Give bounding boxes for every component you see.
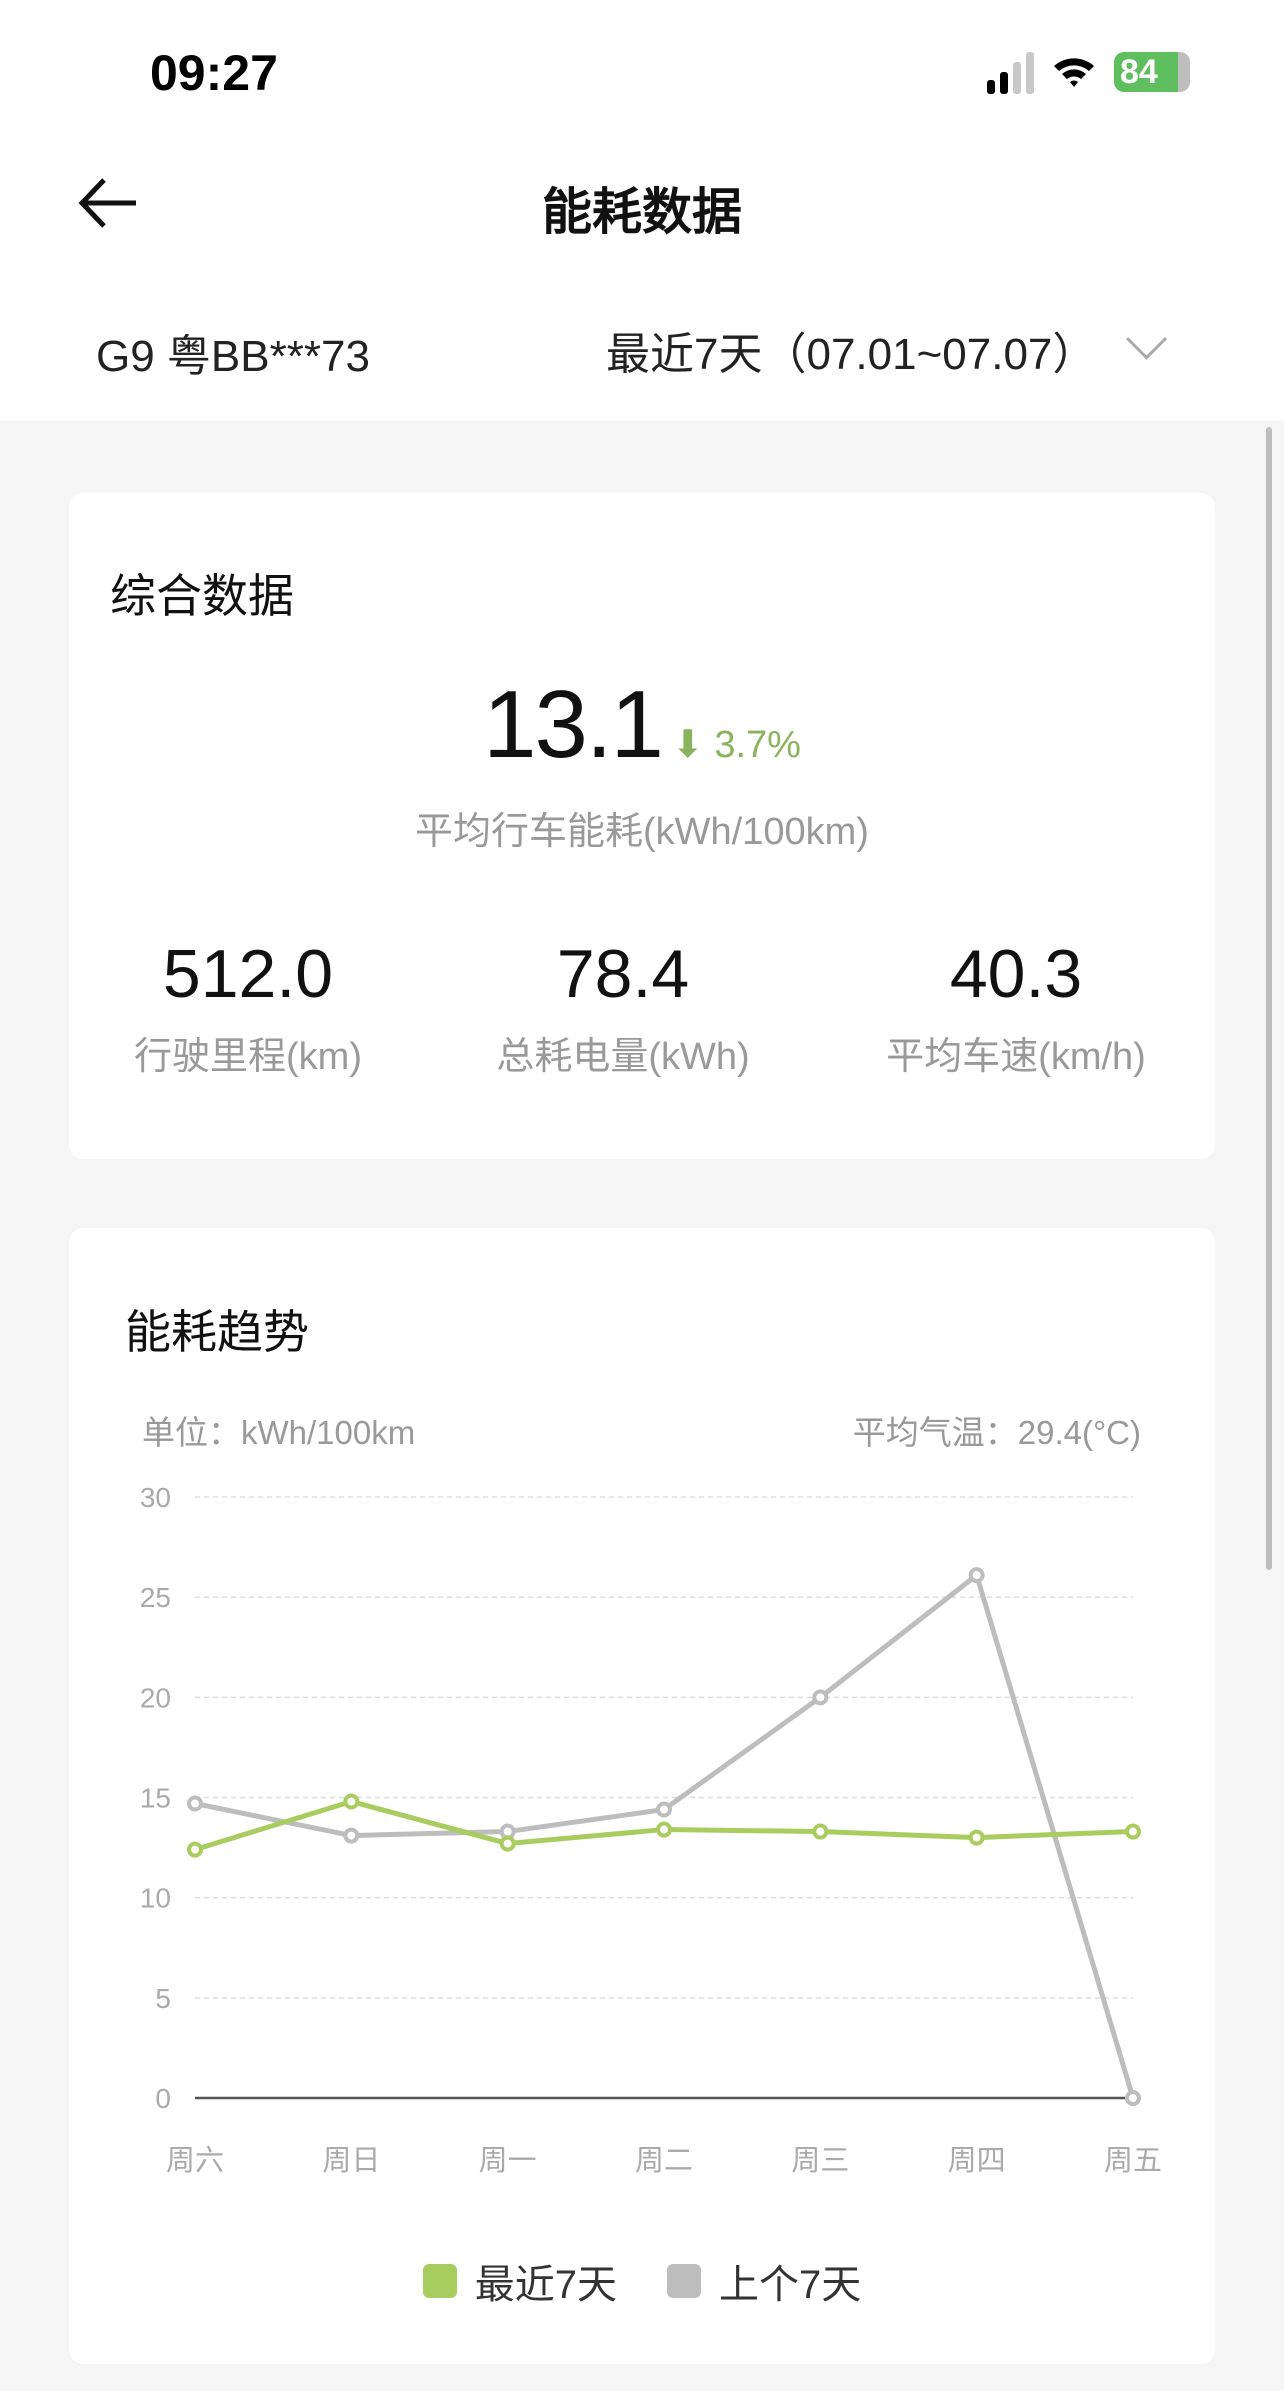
x-tick-label: 周日 [322, 2145, 380, 2177]
data-point [187, 1841, 203, 1858]
avg-consumption-value: 13.1 [483, 671, 664, 778]
y-tick-label: 25 [140, 1582, 171, 1613]
data-point [187, 1795, 203, 1812]
stat-value: 40.3 [949, 936, 1083, 1012]
arrow-left-icon[interactable] [78, 172, 140, 234]
stat-label: 行驶里程(km) [134, 1036, 362, 1078]
trend-title: 能耗趋势 [125, 1306, 309, 1358]
wifi-icon [1054, 58, 1094, 87]
x-tick-label: 周三 [791, 2145, 849, 2177]
y-tick-label: 10 [140, 1883, 171, 1914]
x-tick-label: 周四 [948, 2145, 1006, 2177]
data-point [343, 1827, 360, 1844]
data-point [656, 1801, 672, 1818]
data-point [812, 1823, 829, 1840]
y-tick-label: 20 [140, 1682, 171, 1713]
arrow-down-icon: ⬇ [671, 724, 704, 766]
stat-label: 总耗电量(kWh) [496, 1036, 750, 1078]
stat-value: 78.4 [556, 936, 690, 1012]
status-time: 09:27 [150, 45, 278, 101]
summary-card [69, 493, 1215, 1159]
y-tick-label: 15 [140, 1783, 171, 1814]
page-title: 能耗数据 [542, 184, 742, 240]
x-tick-label: 周二 [635, 2145, 693, 2177]
avg-consumption-label: 平均行车能耗(kWh/100km) [415, 811, 869, 853]
legend-label: 上个7天 [719, 2263, 862, 2307]
data-point [1125, 2090, 1141, 2106]
stat-value: 512.0 [162, 936, 334, 1012]
date-range-label: 最近7天（07.01~07.07） [606, 330, 1097, 379]
legend-label: 最近7天 [474, 2263, 617, 2307]
avg-consumption: 13.1 ⬇ 3.7% [0, 670, 1284, 780]
legend-swatch [667, 2264, 701, 2298]
data-point [1125, 1823, 1141, 1840]
data-point [499, 1835, 516, 1852]
y-tick-label: 5 [155, 1983, 171, 2014]
data-point [812, 1689, 829, 1706]
stat-label: 平均车速(km/h) [886, 1036, 1146, 1078]
x-tick-label: 周五 [1104, 2145, 1162, 2177]
x-tick-label: 周一 [479, 2145, 537, 2177]
data-point [656, 1821, 672, 1838]
trend-card [69, 1228, 1215, 2364]
data-point [968, 1567, 985, 1584]
change-badge: ⬇ 3.7% [672, 724, 801, 766]
date-range-dropdown[interactable]: 最近7天（07.01~07.07） [606, 318, 1168, 382]
x-tick-label: 周六 [166, 2144, 224, 2177]
legend-swatch [422, 2264, 457, 2298]
battery-charging-icon: 84 [1114, 52, 1190, 92]
status-icons: 84 [987, 50, 1190, 94]
stat-speed: 40.3 平均车速(km/h) [806, 935, 1226, 1080]
vehicle-selector[interactable]: G9 粤BB***73 [96, 332, 370, 381]
temperature-label: 平均气温：29.4(°C) [852, 1414, 1141, 1451]
y-tick-label: 30 [140, 1482, 171, 1513]
data-point [343, 1793, 360, 1810]
signal-icon [987, 50, 1034, 94]
stat-energy: 78.4 总耗电量(kWh) [413, 935, 833, 1080]
y-tick-label: 0 [155, 2083, 171, 2114]
legend-item-previous[interactable]: 上个7天 [667, 2252, 861, 2310]
change-value: 3.7% [714, 724, 801, 766]
data-point [968, 1829, 985, 1846]
summary-title: 综合数据 [110, 570, 294, 622]
unit-label: 单位：kWh/100km [142, 1414, 416, 1451]
chart-legend: 最近7天 上个7天 [0, 2252, 1284, 2310]
scrollbar[interactable] [1266, 427, 1272, 1570]
legend-item-recent[interactable]: 最近7天 [422, 2252, 617, 2310]
stat-distance: 512.0 行驶里程(km) [38, 935, 458, 1080]
